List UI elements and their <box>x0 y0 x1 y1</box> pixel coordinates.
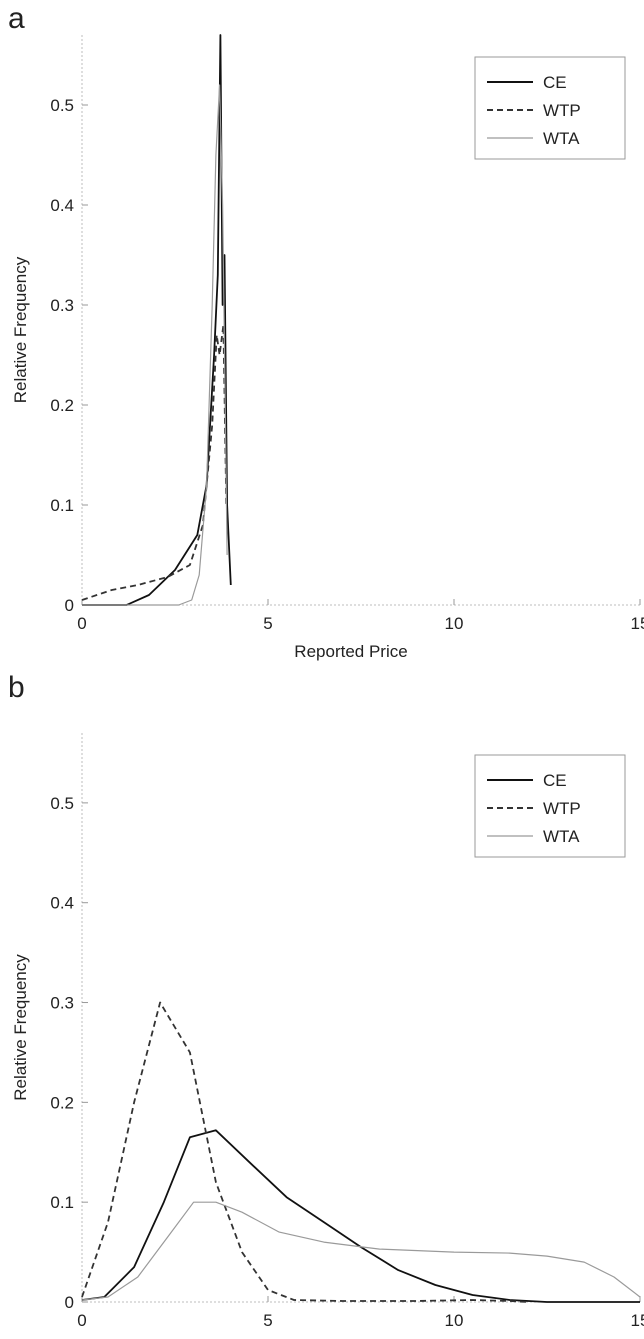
y-axis-label: Relative Frequency <box>11 256 30 403</box>
legend-label-wtp: WTP <box>543 799 581 818</box>
legend-label-ce: CE <box>543 771 567 790</box>
panel-letter: a <box>8 2 25 35</box>
series-line-wta <box>82 84 228 606</box>
x-tick-label: 5 <box>263 1311 272 1330</box>
legend-label-wtp: WTP <box>543 101 581 120</box>
y-tick-label: 0.4 <box>50 894 74 913</box>
y-tick-label: 0.4 <box>50 196 74 215</box>
legend-label-wta: WTA <box>543 827 580 846</box>
y-tick-label: 0.2 <box>50 1093 74 1112</box>
x-tick-label: 0 <box>77 614 86 633</box>
y-tick-label: 0.2 <box>50 396 74 415</box>
y-tick-label: 0.3 <box>50 994 74 1013</box>
legend-box <box>474 754 626 858</box>
y-axis-label: Relative Frequency <box>11 954 30 1101</box>
y-tick-label: 0.5 <box>50 96 74 115</box>
legend-label-ce: CE <box>543 73 567 92</box>
x-tick-label: 10 <box>445 614 464 633</box>
y-tick-label: 0 <box>65 1293 74 1312</box>
y-tick-label: 0.1 <box>50 496 74 515</box>
y-tick-label: 0 <box>65 596 74 615</box>
x-tick-label: 5 <box>263 614 272 633</box>
y-tick-label: 0.1 <box>50 1193 74 1212</box>
y-tick-label: 0.3 <box>50 296 74 315</box>
series-line-wta <box>81 1201 641 1301</box>
series-line-wtp <box>81 324 228 601</box>
x-tick-label: 0 <box>77 1311 86 1330</box>
x-tick-label: 15 <box>631 614 644 633</box>
y-tick-label: 0.5 <box>50 794 74 813</box>
legend-label-wta: WTA <box>543 129 580 148</box>
panel-letter: b <box>8 671 25 704</box>
legend-box <box>474 56 626 160</box>
chart-panel-a: a 0 5 10 15 0 0.1 0.2 0.3 0.4 0.5 Reported Price Rel… <box>8 2 644 661</box>
x-tick-label: 10 <box>445 1311 464 1330</box>
x-axis-label: Reported Price <box>294 642 407 661</box>
series-line-ce <box>82 34 232 606</box>
series-line-ce <box>81 1129 640 1303</box>
series-line-wtp <box>81 1001 529 1303</box>
x-tick-label: 15 <box>631 1311 644 1330</box>
